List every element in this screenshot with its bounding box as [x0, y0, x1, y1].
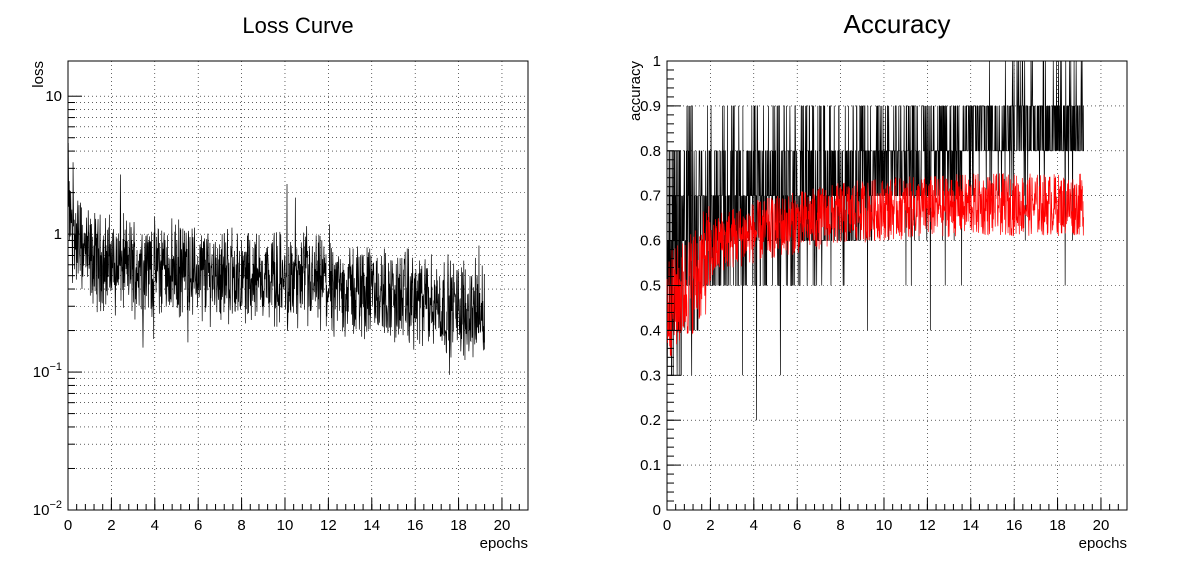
y-tick-label: 0.8	[640, 143, 661, 160]
accuracy-series	[666, 60, 1084, 421]
x-tick-label: 8	[836, 517, 844, 534]
y-tick-label: 10	[45, 88, 62, 105]
x-tick-label: 10	[277, 517, 294, 534]
x-tick-label: 6	[194, 517, 202, 534]
x-tick-label: 10	[876, 517, 893, 534]
y-tick-label: 10−2	[33, 499, 62, 519]
x-tick-label: 2	[706, 517, 714, 534]
x-tick-label: 0	[663, 517, 671, 534]
series-line-0	[67, 142, 485, 375]
loss-x-axis-label: epochs	[480, 535, 528, 552]
y-tick-label: 0.2	[640, 412, 661, 429]
x-tick-label: 6	[793, 517, 801, 534]
accuracy-chart: 0 2 4 6 8 10 12 14 16 18 20 0 0.1 0.2 0.3 0.4 0.5 0.6 0.7 0…	[627, 9, 1128, 552]
accuracy-x-axis-label: epochs	[1079, 535, 1127, 552]
x-tick-label: 14	[962, 517, 979, 534]
y-tick-label: 0.3	[640, 367, 661, 384]
accuracy-y-axis-label: accuracy	[627, 61, 644, 122]
x-tick-label: 16	[407, 517, 424, 534]
x-tick-label: 2	[107, 517, 115, 534]
y-tick-label: 0	[653, 502, 661, 519]
series-line-1	[666, 173, 1084, 357]
x-tick-label: 20	[494, 517, 511, 534]
x-tick-label: 12	[320, 517, 337, 534]
y-tick-label: 0.6	[640, 233, 661, 250]
x-tick-label: 4	[750, 517, 758, 534]
x-tick-label: 0	[64, 517, 72, 534]
x-tick-label: 20	[1093, 517, 1110, 534]
y-tick-label: 0.7	[640, 188, 661, 205]
y-tick-label: 0.9	[640, 98, 661, 115]
x-tick-label: 8	[237, 517, 245, 534]
accuracy-ticks: 0 2 4 6 8 10 12 14 16 18 20 0 0.1 0.2 0.3 0.4 0.5 0.6 0.7 0…	[640, 53, 1128, 534]
x-tick-label: 18	[1049, 517, 1066, 534]
y-tick-label: 0.4	[640, 322, 661, 339]
loss-chart-title: Loss Curve	[242, 13, 353, 38]
y-tick-label: 0.5	[640, 278, 661, 295]
x-tick-label: 12	[919, 517, 936, 534]
x-tick-label: 16	[1006, 517, 1023, 534]
x-tick-label: 4	[151, 517, 159, 534]
y-tick-label: 1	[54, 226, 62, 243]
x-tick-label: 14	[363, 517, 380, 534]
y-tick-label: 0.1	[640, 457, 661, 474]
loss-ticks: 0 2 4 6 8 10 12 14 16 18 20 10−2 10−1 1 10	[33, 88, 529, 534]
y-tick-label: 10−1	[33, 361, 62, 381]
x-tick-label: 18	[450, 517, 467, 534]
loss-y-axis-label: loss	[30, 61, 47, 88]
accuracy-chart-title: Accuracy	[844, 9, 951, 39]
loss-series	[67, 142, 485, 375]
y-tick-label: 1	[653, 53, 661, 70]
